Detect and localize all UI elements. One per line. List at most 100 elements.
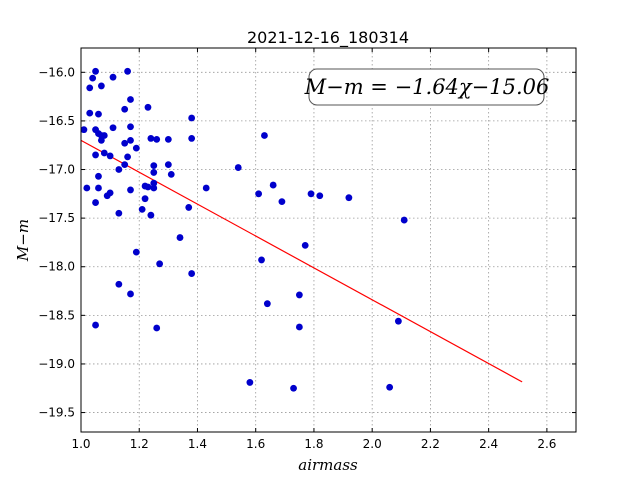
data-point [255,190,263,198]
data-point [167,170,175,178]
data-point [386,383,394,391]
data-point [127,290,134,298]
x-tick-label: 2.2 [421,437,440,451]
data-point [109,124,117,132]
y-tick-label: −16.5 [38,114,75,128]
data-point [86,84,94,92]
data-point [89,74,97,82]
data-point [153,324,161,332]
data-point [127,123,134,131]
axis-ticks [80,48,576,432]
data-point [95,110,102,118]
x-tick-label: 2.0 [363,437,382,451]
data-point [95,184,102,192]
annotation-box [308,68,545,106]
fit-equation-annotation: M−m = −1.64χ−15.06 [304,68,550,106]
y-tick-label: −18.5 [38,308,75,322]
data-point [141,195,149,203]
data-point [290,384,297,392]
data-point [92,67,99,75]
x-tick-label: 1.6 [246,437,265,451]
data-point [261,132,268,139]
y-tick-labels: −16.0 −16.5 −17.0 −17.5 −18.0 −18.5 −19.0 −19.5 [38,65,75,419]
data-point [164,135,172,143]
data-point [188,270,196,277]
chart-title: 2021-12-16_180314 [247,28,409,48]
data-points [80,67,408,392]
data-point [234,164,242,171]
data-point [176,234,184,241]
y-tick-label: −17.0 [38,163,75,177]
data-point [345,194,353,202]
x-tick-label: 2.4 [479,437,498,451]
data-point [124,67,131,75]
x-tick-label: 1.8 [304,437,323,451]
data-point [295,291,303,299]
data-point [263,300,271,308]
y-tick-label: −16.0 [38,65,75,79]
data-point [394,317,402,325]
data-point [164,161,172,169]
data-point [246,379,254,386]
data-point [307,190,315,198]
data-point [258,256,265,264]
data-point [301,241,309,249]
data-point [144,103,152,111]
data-point [124,153,131,161]
y-tick-label: −19.5 [38,406,75,420]
data-point [97,82,105,90]
x-tick-label: 1.0 [71,437,90,451]
data-point [295,323,303,331]
y-tick-label: −19.0 [38,357,75,371]
fit-equation-text: M−m = −1.64χ−15.06 [304,75,550,99]
data-point [147,135,155,142]
data-point [92,199,99,206]
data-point [121,105,129,113]
data-point [150,169,158,176]
data-point [144,183,152,191]
data-point [278,198,286,206]
x-tick-label: 2.6 [537,437,556,451]
data-point [83,184,91,192]
data-point [269,181,277,189]
data-point [185,204,193,211]
data-point [127,186,134,194]
data-point [115,280,123,288]
data-point [92,151,99,159]
data-point [132,248,140,256]
data-point [95,172,102,180]
y-tick-label: −18.0 [38,260,75,274]
data-point [127,136,134,144]
x-axis-label: airmass [298,456,358,474]
data-point [80,126,88,134]
grid-lines [80,48,576,432]
data-point [153,135,161,143]
y-tick-label: −17.5 [38,211,75,225]
data-point [150,179,158,187]
data-point [156,260,164,268]
data-point [132,144,140,152]
data-point [400,216,408,224]
data-point [100,132,108,139]
data-point [188,114,196,122]
data-point [138,205,146,213]
data-point [86,109,94,117]
data-point [121,139,129,147]
data-point [106,152,114,160]
data-point [92,321,99,329]
data-point [316,192,324,200]
data-point [100,149,108,157]
y-axis-label: M−m [14,219,32,262]
data-point [106,189,114,197]
data-point [127,96,134,103]
x-tick-label: 1.4 [188,437,207,451]
x-tick-labels: 1.0 1.2 1.4 1.6 1.8 2.0 2.2 2.4 2.6 [71,437,556,451]
data-point [115,209,123,217]
data-point [121,161,129,169]
plot-frame [80,47,577,433]
data-point [115,166,123,173]
data-point [188,135,196,142]
x-tick-label: 1.2 [130,437,149,451]
data-point [202,184,210,192]
